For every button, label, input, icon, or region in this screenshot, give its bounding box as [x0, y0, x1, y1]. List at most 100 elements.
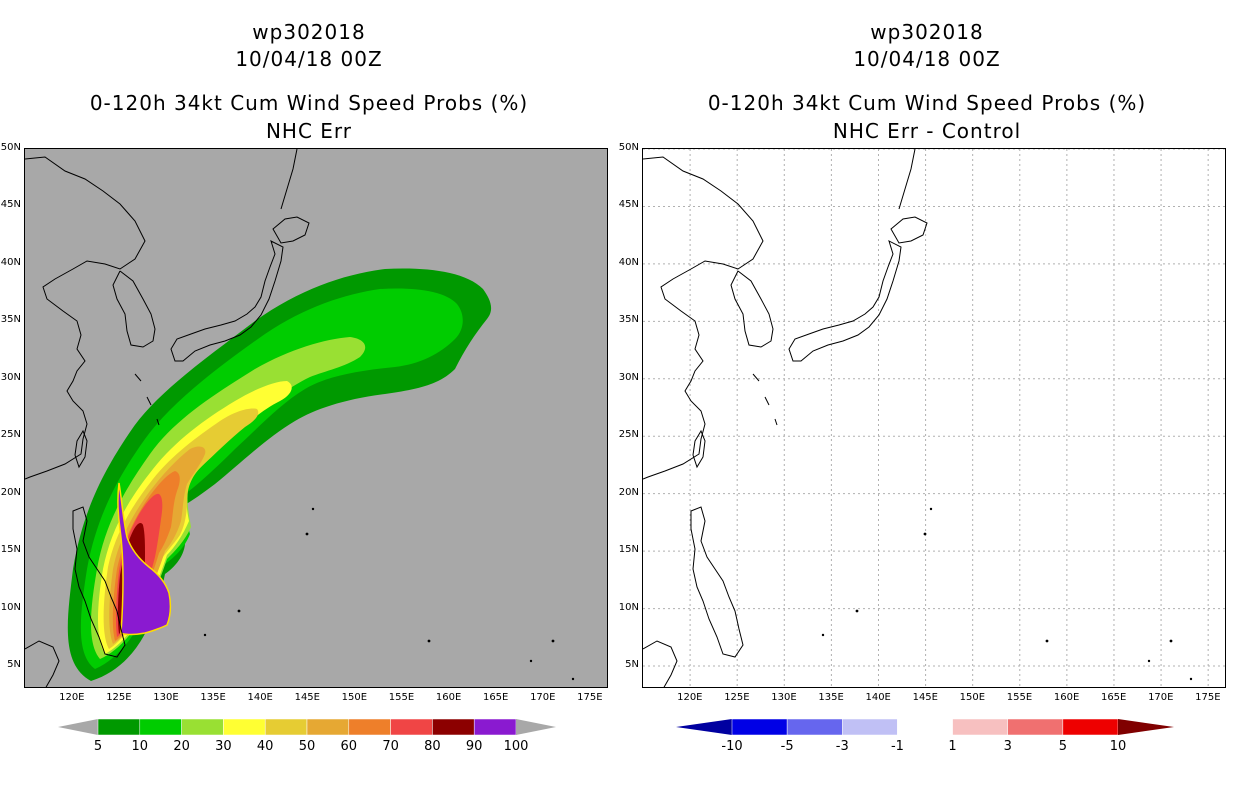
colorbar-label: 1 [948, 739, 957, 754]
x-tick-label: 140E [865, 692, 891, 703]
island [1147, 659, 1151, 663]
island [571, 677, 575, 681]
island [203, 633, 207, 637]
x-tick-label: 170E [530, 692, 556, 703]
colorbar-box [897, 718, 953, 736]
colorbar-label: 60 [340, 739, 358, 754]
coastlines [25, 149, 310, 687]
y-tick-label: 50N [0, 142, 21, 153]
coastline-ryukyu [134, 373, 160, 426]
island [237, 609, 241, 613]
y-tick-label: 30N [0, 371, 21, 383]
y-tick-label: 45N [618, 199, 639, 211]
y-tick-label: 35N [0, 314, 21, 326]
colorbar-label: 80 [424, 739, 441, 754]
colorbar-box [306, 718, 350, 736]
islands [203, 507, 575, 681]
x-tick-label: 145E [912, 692, 938, 703]
contour-90 [117, 482, 172, 636]
colorbar-label: 20 [173, 739, 190, 754]
island [305, 532, 309, 536]
left-product-title: 0-120h 34kt Cum Wind Speed Probs (%) [89, 91, 529, 115]
x-tick-label: 170E [1148, 692, 1174, 703]
colorbar-label: 50 [298, 739, 316, 754]
right-panel: wp302018 10/04/18 00Z 0-120h 34kt Cum Wi… [618, 0, 1236, 800]
coastline-japan [170, 240, 284, 362]
y-tick-label: 30N [618, 371, 639, 383]
island [923, 532, 927, 536]
colorbar-label: 70 [382, 739, 399, 754]
island [855, 609, 859, 613]
x-tick-label: 130E [153, 692, 179, 703]
right-map [642, 148, 1226, 688]
y-tick-label: 5N [625, 659, 639, 671]
x-tick-label: 160E [435, 692, 462, 703]
colorbar-label: 5 [93, 739, 103, 754]
colorbar-box [842, 718, 898, 736]
x-tick-label: 125E [724, 692, 750, 703]
coastline-sakhalin [280, 149, 298, 210]
colorbar-box [223, 718, 266, 736]
x-tick-label: 145E [294, 692, 320, 703]
x-tick-label: 165E [1100, 692, 1127, 703]
island [821, 633, 825, 637]
colorbar-label: -5 [780, 739, 794, 754]
coastline-asia [25, 156, 146, 480]
right-map-svg [643, 149, 1225, 687]
coastline-philippines [690, 506, 744, 658]
colorbar-label: 10 [1109, 739, 1127, 754]
colorbar-label: 3 [1003, 739, 1012, 754]
colorbar-under-triangle [676, 719, 732, 735]
y-tick-label: 15N [0, 544, 21, 556]
x-tick-label: 135E [200, 692, 226, 703]
coastline-hokkaido [272, 216, 310, 244]
colorbar-box [952, 718, 1008, 736]
x-tick-label: 155E [388, 692, 415, 703]
island [427, 639, 431, 643]
left-panel: wp302018 10/04/18 00Z 0-120h 34kt Cum Wi… [0, 20, 608, 754]
probability-contours [67, 268, 492, 681]
colorbar-label: -3 [835, 739, 849, 754]
x-tick-label: 165E [482, 692, 509, 703]
colorbar-box [1062, 718, 1119, 736]
coastline-korea [112, 270, 156, 348]
left-colorbar [58, 718, 556, 736]
coastline-borneo [25, 640, 60, 687]
left-datetime: 10/04/18 00Z [235, 47, 383, 71]
island [529, 659, 533, 663]
colorbar-box [473, 718, 517, 736]
x-tick-label: 175E [577, 692, 603, 703]
x-tick-label: 175E [1195, 692, 1221, 703]
x-tick-label: 125E [106, 692, 132, 703]
colorbar-under-triangle [58, 719, 98, 735]
colorbar-label: 40 [256, 739, 274, 754]
y-tick-label: 45N [0, 199, 21, 211]
y-tick-label: 25N [0, 429, 21, 441]
colorbar-box [432, 718, 475, 736]
colorbar-label: 10 [131, 739, 149, 754]
y-tick-label: 20N [0, 486, 21, 498]
colorbar-over-triangle [516, 719, 556, 735]
x-tick-label: 135E [818, 692, 844, 703]
x-tick-label: 130E [771, 692, 797, 703]
right-storm-id: wp302018 [870, 20, 984, 44]
colorbar-box [181, 718, 224, 736]
colorbar-box [348, 718, 391, 736]
island [1169, 639, 1173, 643]
y-tick-label: 10N [0, 601, 21, 613]
y-tick-label: 20N [618, 486, 639, 498]
y-tick-label: 5N [7, 659, 21, 671]
island [1045, 639, 1049, 643]
colorbar-label: 30 [215, 739, 232, 754]
y-tick-label: 40N [618, 256, 639, 268]
colorbar-box [390, 718, 433, 736]
colorbar-box [97, 718, 141, 736]
colorbar-over-triangle [1118, 719, 1174, 735]
colorbar-box [731, 718, 788, 736]
colorbar-label: -10 [721, 739, 743, 754]
x-tick-label: 120E [677, 692, 703, 703]
coastline-taiwan [692, 429, 706, 469]
colorbar-label: 90 [465, 739, 483, 754]
left-map-svg [25, 149, 575, 687]
right-colorbar [676, 718, 1174, 736]
